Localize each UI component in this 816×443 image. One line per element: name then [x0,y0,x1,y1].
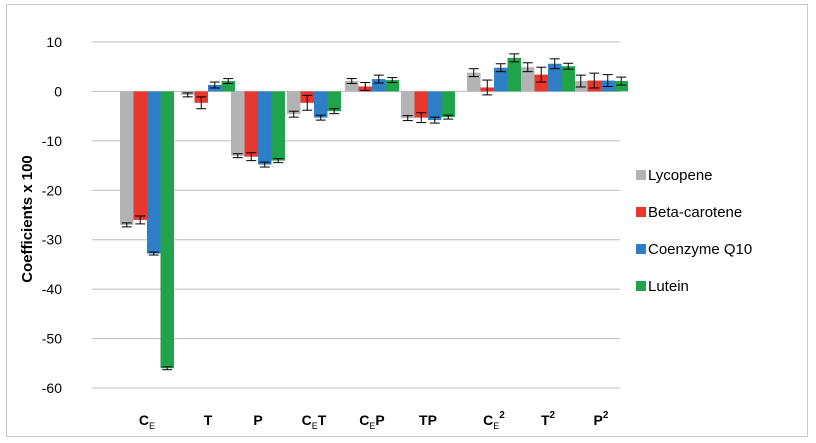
bar [428,91,442,121]
y-tick-labels: 10 0 -10 -20 -30 -40 -50 -60 [42,34,62,396]
bar [507,57,521,92]
bar [385,80,399,92]
bar [327,91,341,112]
chart-frame [6,4,808,437]
error-bars [121,53,627,371]
legend-swatch [636,244,646,254]
bar [401,91,415,119]
bars [120,57,628,369]
y-tick-label: -50 [42,331,62,347]
bar [414,91,428,118]
y-tick-label: -30 [42,232,62,248]
bar [271,91,285,161]
x-tick-label: T [204,412,213,428]
bar [221,81,235,92]
legend-swatch [636,281,646,291]
bar [244,91,258,157]
bar [120,91,134,225]
y-tick-label: -60 [42,380,62,396]
y-tick-label: 0 [54,83,62,99]
legend-label: Beta-carotene [648,204,742,221]
bar [345,81,359,92]
bar [258,91,272,165]
y-tick-label: -20 [42,182,62,198]
y-axis-label: Coefficients x 100 [19,155,36,283]
legend-swatch [636,207,646,217]
legend-swatch [636,170,646,180]
x-tick-label: CEP [359,412,384,431]
bar [614,81,628,92]
bar [314,91,328,118]
bar [147,91,161,254]
x-tick-label: CE2 [483,410,505,431]
bar [231,91,245,156]
y-tick-label: -10 [42,133,62,149]
bar [561,66,575,92]
legend-label: Lycopene [648,167,713,184]
bar [521,67,535,92]
legend: Lycopene Beta-carotene Coenzyme Q10 Lutein [636,167,752,295]
x-tick-label: P2 [594,410,609,428]
bar [548,63,562,92]
x-tick-label: P [253,412,262,428]
bar [441,91,455,118]
bar [494,67,508,92]
y-tick-label: 10 [46,34,62,50]
bar [372,79,386,92]
bar [534,74,548,92]
x-tick-label: CE [139,412,155,431]
x-tick-label: TP [419,412,437,428]
y-tick-label: -40 [42,281,62,297]
x-tick-label: CET [302,412,327,431]
bar [133,91,147,220]
x-tick-labels: CE T P CET CEP TP CE2 T2 P2 [139,410,609,431]
legend-label: Lutein [648,278,689,295]
legend-label: Coenzyme Q10 [648,241,752,258]
bar [467,72,481,92]
bar [287,91,301,115]
x-tick-label: T2 [541,410,556,428]
bar [160,91,174,369]
